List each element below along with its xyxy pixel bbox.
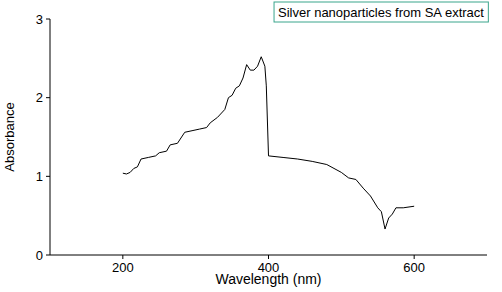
x-tick: [122, 255, 123, 259]
y-tick: [46, 19, 50, 20]
y-tick: [46, 176, 50, 177]
title: Silver nanoparticles from SA extract: [278, 5, 484, 20]
spectrum-line: [123, 57, 414, 229]
title-box: Silver nanoparticles from SA extract: [274, 2, 488, 22]
x-axis-label: Wavelength (nm): [215, 271, 321, 287]
y-tick: [46, 255, 50, 256]
x-tick-label: 200: [112, 260, 134, 275]
title-frame: [274, 2, 488, 22]
x-tick-label: 600: [403, 260, 425, 275]
y-axis: [50, 19, 51, 255]
x-tick: [268, 255, 269, 259]
x-tick: [414, 255, 415, 259]
chart: 2004006000123Wavelength (nm)AbsorbanceSi…: [0, 0, 502, 292]
y-tick-label: 2: [36, 90, 43, 105]
y-tick-label: 3: [36, 12, 43, 27]
plot-area: [123, 57, 414, 229]
y-tick: [46, 97, 50, 98]
y-axis-label: Absorbance: [2, 102, 17, 171]
y-tick-label: 1: [36, 169, 43, 184]
y-tick-label: 0: [36, 248, 43, 263]
